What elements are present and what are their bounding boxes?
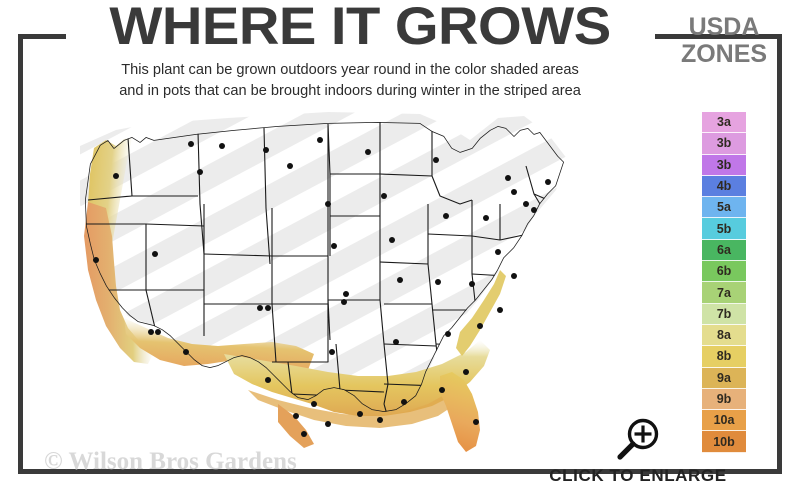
legend-title-line-1: USDA [688,13,760,41]
subtitle-line-2: and in pots that can be brought indoors … [119,83,581,99]
page-subtitle: This plant can be grown outdoors year ro… [40,60,660,102]
map-striped-region [80,112,568,414]
subtitle-line-1: This plant can be grown outdoors year ro… [121,62,579,78]
frame-border-left [18,34,23,474]
click-to-enlarge-label[interactable]: CLICK TO ENLARGE [549,466,727,485]
legend-zone-10b[interactable]: 10b [702,431,746,453]
legend-zone-8b[interactable]: 8b [702,346,746,368]
legend-zone-7b[interactable]: 7b [702,303,746,325]
magnifier-plus-icon[interactable] [614,418,662,462]
legend-zone-6a[interactable]: 6a [702,239,746,262]
legend-zone-3b-2[interactable]: 3b [702,154,746,176]
page-title: WHERE IT GROWS [109,0,611,56]
map-city-dots [93,137,551,437]
legend-title: USDA ZONES [668,14,780,68]
legend-zone-8a[interactable]: 8a [702,324,746,347]
legend-title-line-2: ZONES [680,40,768,68]
legend-zone-9b[interactable]: 9b [702,388,746,411]
legend-zone-3b-1[interactable]: 3b [702,133,746,155]
legend-zone-5a[interactable]: 5a [702,197,746,219]
legend-zone-4b[interactable]: 4b [702,175,746,198]
legend-zone-5b[interactable]: 5b [702,218,746,240]
legend-zone-10a[interactable]: 10a [702,410,746,432]
map-state-borders [85,122,564,412]
us-hardiness-map[interactable] [28,104,658,454]
usda-zone-legend: 3a 3b 3b 4b 5a 5b 6a 6b 7a 7b 8a 8b 9a 9b 10a 10b [702,112,746,453]
frame-border-right [777,34,782,474]
map-shaded-regions [84,138,506,452]
legend-zone-7a[interactable]: 7a [702,282,746,304]
legend-zone-3a[interactable]: 3a [702,112,746,134]
watermark: © Wilson Bros Gardens [44,448,297,475]
map-container[interactable] [28,104,658,454]
legend-zone-9a[interactable]: 9a [702,367,746,389]
legend-zone-6b[interactable]: 6b [702,261,746,283]
